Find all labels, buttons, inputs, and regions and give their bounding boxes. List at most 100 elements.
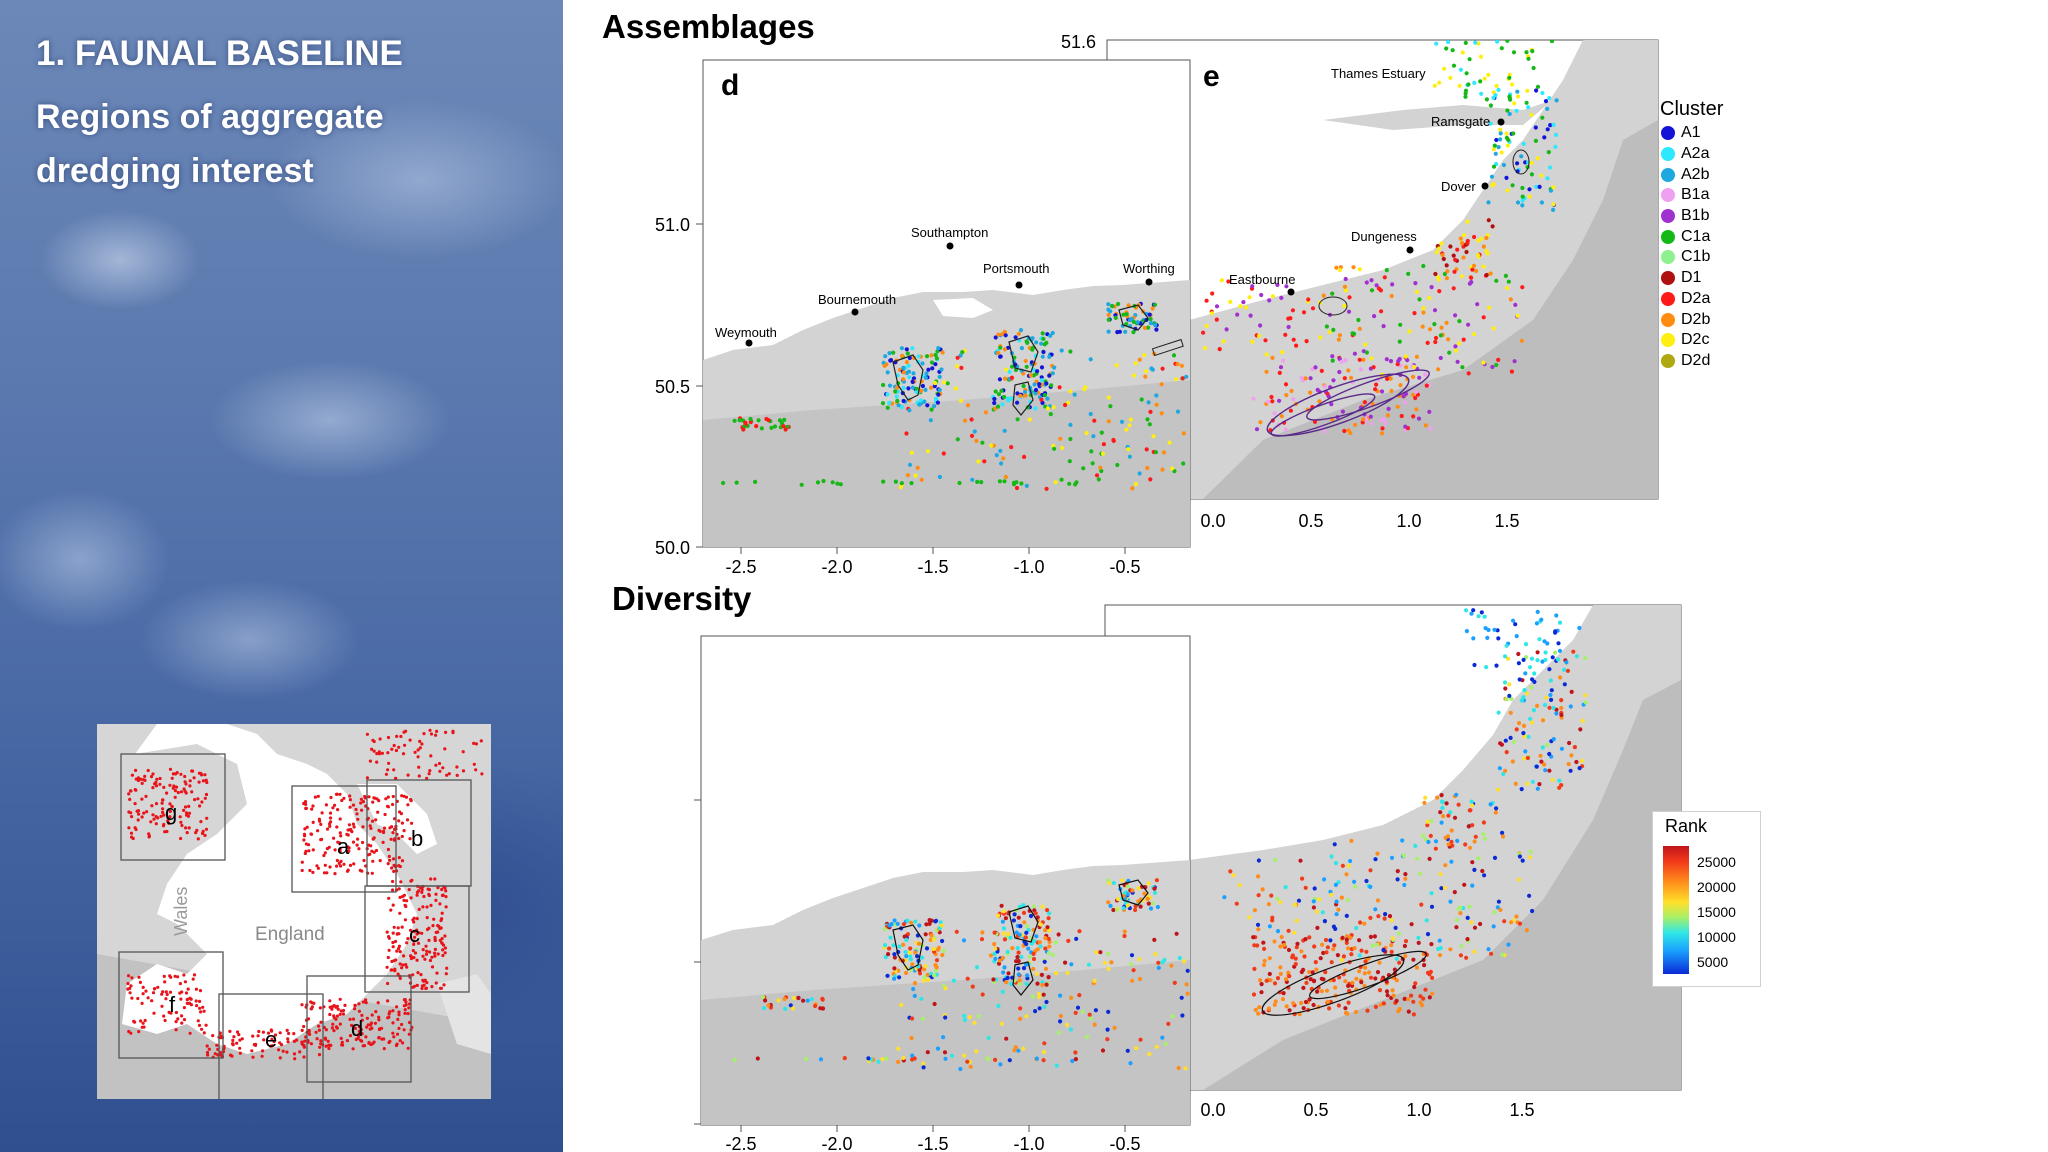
survey-point — [1263, 338, 1268, 343]
inset-survey-point — [434, 733, 438, 737]
survey-point — [838, 482, 843, 487]
diversity-point — [1373, 857, 1378, 862]
survey-point — [1324, 324, 1329, 329]
inset-survey-point — [200, 800, 204, 804]
inset-survey-point — [392, 743, 396, 748]
cluster-legend: Cluster A1 A2a A2b B1a B1b C1a C1b D1 D2a D2b D2c D… — [1658, 98, 1758, 371]
survey-point — [1308, 376, 1313, 381]
diversity-point — [1538, 753, 1543, 758]
diversity-point — [1069, 995, 1074, 1001]
inset-survey-point — [140, 781, 144, 785]
inset-survey-point — [421, 905, 425, 909]
inset-survey-point — [315, 864, 319, 868]
inset-survey-point — [353, 1026, 357, 1030]
diversity-point — [1016, 915, 1021, 920]
inset-survey-point — [194, 831, 198, 835]
diversity-point — [1427, 856, 1432, 862]
inset-survey-point — [416, 755, 420, 759]
diversity-point — [1414, 965, 1419, 970]
survey-point — [1067, 481, 1072, 486]
survey-point — [1277, 370, 1282, 375]
diversity-point — [809, 997, 814, 1002]
diversity-point — [1554, 711, 1559, 716]
diversity-point — [1535, 650, 1540, 655]
inset-survey-point — [391, 794, 395, 799]
diversity-point — [1565, 668, 1570, 674]
diversity-point — [1540, 718, 1546, 723]
inset-survey-point — [427, 892, 431, 896]
survey-point — [1526, 160, 1531, 165]
diversity-point — [1303, 937, 1308, 942]
diversity-point — [1479, 610, 1484, 615]
inset-survey-point — [416, 971, 420, 975]
survey-point — [910, 385, 915, 390]
inset-survey-point — [370, 871, 374, 875]
survey-point — [1548, 165, 1553, 170]
diversity-point — [892, 976, 897, 981]
diversity-point — [1459, 944, 1464, 949]
diversity-point — [1073, 1050, 1078, 1055]
survey-point — [1470, 267, 1475, 272]
inset-survey-point — [401, 1041, 405, 1045]
inset-survey-point — [403, 743, 407, 747]
diversity-point — [1555, 657, 1561, 662]
survey-point — [1148, 477, 1153, 482]
diversity-point — [1527, 855, 1532, 860]
diversity-point — [1389, 918, 1394, 923]
survey-point — [934, 356, 939, 361]
diversity-point — [1367, 970, 1372, 975]
survey-point — [1219, 278, 1224, 283]
survey-point — [1539, 173, 1544, 178]
diversity-point — [1373, 976, 1378, 981]
survey-point — [1362, 400, 1367, 405]
inset-survey-point — [399, 812, 403, 816]
inset-survey-point — [182, 1006, 186, 1010]
survey-point — [1184, 374, 1189, 379]
diversity-point — [1024, 930, 1029, 935]
inset-survey-point — [405, 818, 410, 822]
survey-point — [1526, 105, 1531, 110]
survey-point — [1179, 363, 1184, 368]
diversity-point — [909, 1036, 914, 1041]
diversity-point — [980, 992, 985, 997]
survey-point — [1124, 427, 1129, 432]
inset-survey-point — [130, 773, 134, 777]
survey-point — [1448, 244, 1453, 249]
survey-point — [1015, 400, 1020, 405]
diversity-point — [1109, 960, 1114, 965]
survey-point — [1507, 72, 1512, 77]
assemblages-panel-e: Eastbourne Dungeness Dover Ramsgate Tham… — [1061, 32, 1659, 531]
diversity-point — [1033, 1009, 1038, 1014]
survey-point — [895, 385, 900, 390]
survey-point — [1343, 288, 1348, 293]
diversity-point — [1389, 943, 1394, 948]
diversity-point — [1448, 947, 1453, 952]
survey-point — [799, 482, 804, 487]
inset-survey-point — [429, 903, 433, 907]
inset-survey-point — [388, 858, 392, 862]
diversity-point — [1509, 920, 1514, 925]
diversity-point — [921, 1061, 926, 1066]
survey-point — [1278, 365, 1284, 370]
survey-point — [754, 424, 759, 429]
survey-point — [1015, 391, 1020, 396]
survey-point — [1144, 447, 1149, 452]
survey-point — [1429, 285, 1434, 290]
diversity-point — [796, 995, 801, 1001]
inset-survey-point — [416, 941, 421, 945]
inset-survey-point — [343, 1003, 347, 1007]
inset-survey-point — [197, 771, 201, 775]
inset-box-label-f: f — [169, 992, 176, 1017]
survey-point — [1067, 459, 1072, 464]
diversity-point — [1532, 671, 1537, 676]
survey-point — [901, 385, 906, 390]
survey-point — [1339, 359, 1344, 364]
survey-point — [756, 418, 761, 423]
inset-survey-point — [151, 991, 156, 995]
diversity-point — [1504, 697, 1509, 702]
survey-point — [881, 479, 886, 484]
inset-survey-point — [441, 943, 446, 947]
diversity-point — [1402, 996, 1407, 1002]
inset-survey-point — [130, 976, 134, 980]
diversity-point — [943, 1015, 948, 1020]
